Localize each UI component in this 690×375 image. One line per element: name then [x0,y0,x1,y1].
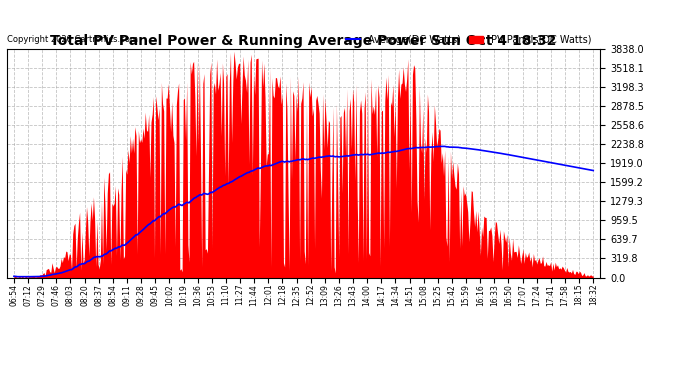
Legend: Average(DC Watts), PV Panels(DC Watts): Average(DC Watts), PV Panels(DC Watts) [342,31,595,48]
Title: Total PV Panel Power & Running Average Power Sun Oct 4 18:32: Total PV Panel Power & Running Average P… [50,34,557,48]
Text: Copyright 2020 Cartronics.com: Copyright 2020 Cartronics.com [7,35,138,44]
